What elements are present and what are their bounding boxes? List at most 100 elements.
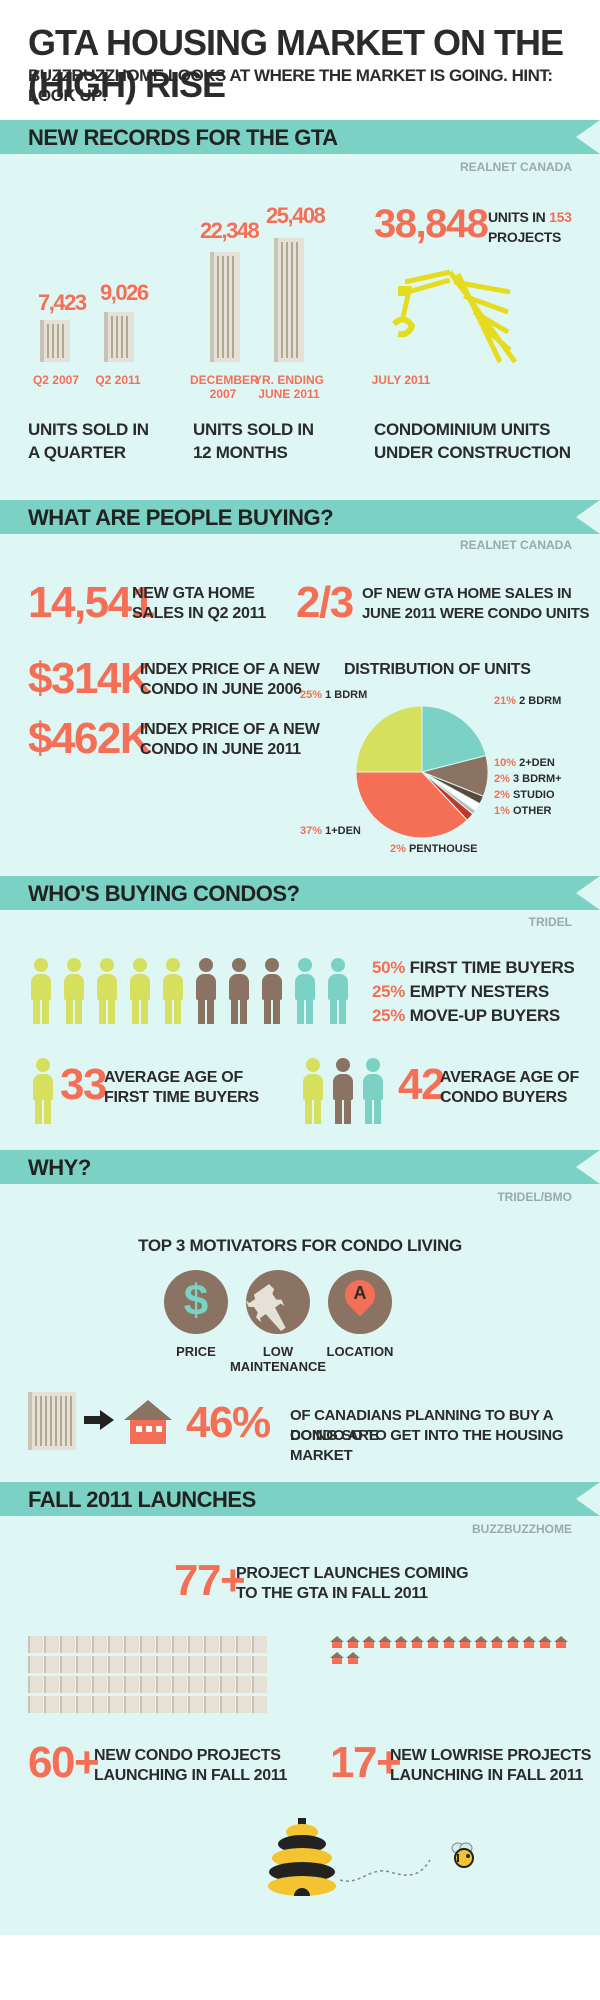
q-label-2: Q2 2011 [95,373,141,387]
m-label-2b: JUNE 2011 [258,387,320,401]
condo-building-icon [172,1676,187,1693]
condo-building-icon [124,1636,139,1653]
condo-building-icon [252,1636,267,1653]
condo-building-icon [252,1676,267,1693]
condo-building-icon [108,1676,123,1693]
maintenance-motivator-icon [246,1270,310,1334]
condo-building-icon [140,1676,155,1693]
condo-projects-text: PROJECTS [488,229,562,245]
person-icon [325,958,351,1024]
condo-building-icon [220,1636,235,1653]
condo-building-icon [92,1636,107,1653]
condo-big-number: 38,848 [374,202,489,246]
pie-chart: 21% 2 BDRM 10% 2+DEN 2% 3 BDRM+ 2% STUDIO 1%… [300,689,562,855]
condo-building-icon [220,1656,235,1673]
condo-building-icon [28,1696,43,1713]
condo-building-icon [188,1676,203,1693]
condo-units-in: UNITS IN [488,209,546,225]
condo-building-icon [188,1636,203,1653]
person-icon [259,958,285,1024]
condo-building-icon [60,1676,75,1693]
person-icon [160,958,186,1024]
condo-building-icon [60,1636,75,1653]
crane-icon [391,269,518,364]
building-icon [274,238,304,362]
lowrise-house-icon [346,1652,360,1664]
banner-who-title: WHO'S BUYING CONDOS? [28,881,300,906]
source-why: TRIDEL/BMO [497,1190,572,1204]
pin-letter: A [353,1283,367,1303]
person-icon [94,958,120,1024]
launch-total-l1: PROJECT LAUNCHES COMING [236,1565,469,1582]
lowrise-house-icon [522,1636,536,1648]
launch-condo-big: 60+ [28,1738,100,1787]
price-motivator-icon: $ [164,1270,228,1334]
why-l1: OF CANADIANS PLANNING TO BUY A CONDO ARE [290,1407,553,1444]
condo-building-icon [44,1656,59,1673]
bee-icon [451,1842,474,1868]
price-2006-big: $314K [28,654,152,703]
arrow-right-icon [84,1410,114,1430]
price-2011-l1: INDEX PRICE OF A NEW [140,721,320,738]
lowrise-house-icon [458,1636,472,1648]
why-big-pct: 46% [186,1398,271,1447]
condo-building-icon [140,1636,155,1653]
condo-building-icon [156,1636,171,1653]
m-label-1a: DECEMBER [190,373,259,387]
lowrise-house-icon [394,1636,408,1648]
chart-title: DISTRIBUTION OF UNITS [344,661,531,678]
condo-building-icon [92,1656,107,1673]
pie-label-1-den: 37% 1+DEN [300,825,361,837]
condo-building-icon [28,1636,43,1653]
condo-building-icon [204,1636,219,1653]
price-2006-l2: CONDO IN JUNE 2006 [140,681,302,698]
launch-condo-l2: LAUNCHING IN FALL 2011 [94,1767,288,1784]
sales-big: 14,541 [28,578,155,627]
person-icon [330,1058,356,1124]
building-icon [104,312,134,362]
age-condo-l2: CONDO BUYERS [440,1089,568,1106]
person-icon [300,1058,326,1124]
motivator-location-label: LOCATION [326,1344,394,1359]
condo-building-icon [124,1696,139,1713]
condo-building-icon [108,1696,123,1713]
condo-building-icon [108,1656,123,1673]
page-title: GTA HOUSING MARKET ON THE (HIGH) RISE [28,22,564,105]
banner-bar [0,1150,600,1184]
condo-building-icon [156,1676,171,1693]
condo-building-icon [236,1676,251,1693]
condo-building-icon [156,1696,171,1713]
condo-building-icon [236,1696,251,1713]
banner-who: WHO'S BUYING CONDOS? [0,876,600,910]
pie-slice-1-bdrm [355,705,423,773]
launch-condo-l1: NEW CONDO PROJECTS [94,1747,281,1764]
banner-bar [0,1482,600,1516]
launch-low-big: 17+ [330,1738,402,1787]
person-icon [61,958,87,1024]
condo-building-icon [124,1676,139,1693]
condo-building-icon [204,1676,219,1693]
condo-building-icon [156,1656,171,1673]
banner-records: NEW RECORDS FOR THE GTA [0,120,600,154]
bee-flight-path [340,1859,431,1882]
condo-building-icon [28,1656,43,1673]
condo-building-icon [204,1656,219,1673]
who-txt-1: FIRST TIME BUYERS [409,958,575,977]
why-title: TOP 3 MOTIVATORS FOR CONDO LIVING [138,1236,462,1255]
q-label-1: Q2 2007 [32,373,80,387]
condo-building-icon [76,1656,91,1673]
banner-why-title: WHY? [28,1155,91,1180]
q-value-2: 9,026 [100,280,149,305]
caption-c-1: CONDOMINIUM UNITS [374,420,551,439]
house-icon [124,1400,172,1444]
age-first-l1: AVERAGE AGE OF [104,1069,243,1086]
location-motivator-icon: A [328,1270,392,1334]
condo-building-icon [236,1656,251,1673]
m-value-2: 25,408 [266,203,326,228]
sales-l2: SALES IN Q2 2011 [132,605,266,622]
banner-launches: FALL 2011 LAUNCHES [0,1482,600,1516]
condo-building-icon [76,1696,91,1713]
m-label-1b: 2007 [209,387,237,401]
who-pct-3: 25% [372,1006,406,1025]
who-pct-1: 50% [372,958,406,977]
